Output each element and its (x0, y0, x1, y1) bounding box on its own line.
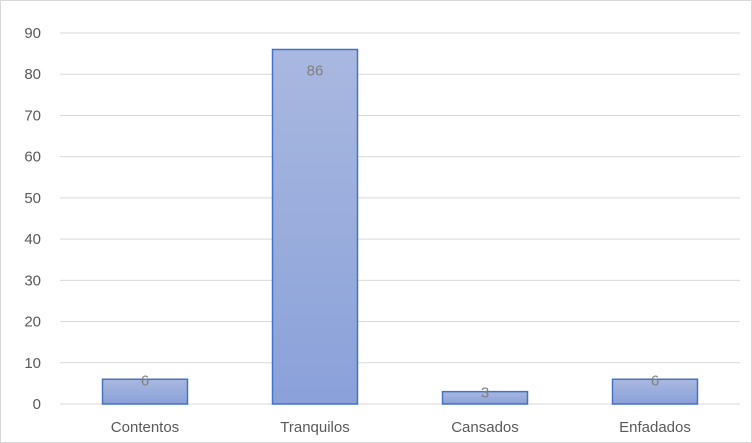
bar-contentos (101, 378, 189, 405)
y-tick-label: 90 (24, 25, 41, 42)
data-labels: 6 86 3 6 (141, 62, 659, 401)
y-tick-label: 70 (24, 107, 41, 124)
x-tick-label-contentos: Contentos (111, 419, 179, 436)
y-tick-label: 40 (24, 231, 41, 248)
y-tick-label: 60 (24, 149, 41, 166)
data-label-cansados: 3 (481, 385, 489, 402)
y-tick-label: 0 (33, 396, 41, 413)
data-label-tranquilos: 86 (307, 62, 324, 79)
x-tick-label-cansados: Cansados (451, 419, 519, 436)
y-tick-label: 50 (24, 190, 41, 207)
bars (101, 48, 699, 405)
data-label-contentos: 6 (141, 372, 149, 389)
y-tick-label: 20 (24, 314, 41, 331)
x-tick-label-tranquilos: Tranquilos (280, 419, 349, 436)
bar-cansados (441, 390, 529, 405)
x-tick-label-enfadados: Enfadados (619, 419, 691, 436)
x-axis-ticks: Contentos Tranquilos Cansados Enfadados (111, 419, 691, 436)
gridlines (60, 32, 740, 405)
bar-enfadados (611, 378, 699, 405)
y-tick-label: 30 (24, 272, 41, 289)
y-tick-label: 80 (24, 66, 41, 83)
y-tick-label: 10 (24, 355, 41, 372)
data-label-enfadados: 6 (651, 372, 659, 389)
y-axis-ticks: 0 10 20 30 40 50 60 70 80 90 (24, 25, 41, 413)
bar-tranquilos (271, 48, 359, 405)
